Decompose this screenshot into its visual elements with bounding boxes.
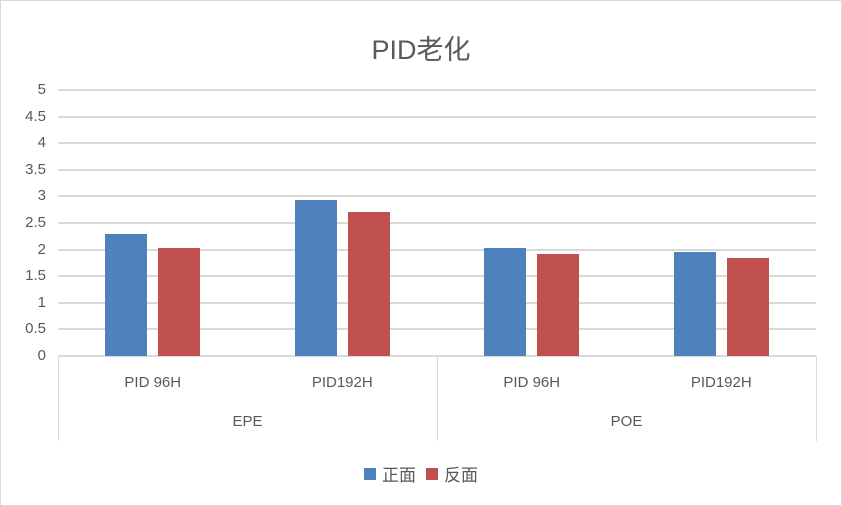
legend-item-front: 正面 bbox=[364, 461, 416, 486]
x-axis-divider bbox=[437, 356, 438, 441]
bar bbox=[347, 211, 390, 356]
y-tick-label: 5 bbox=[37, 81, 46, 98]
legend: 正面 反面 bbox=[0, 461, 842, 486]
bar bbox=[673, 251, 716, 356]
y-tick-label: 0 bbox=[37, 347, 46, 364]
x-category-label: PID192H bbox=[311, 374, 373, 391]
legend-swatch-back bbox=[426, 467, 438, 480]
x-group-label: EPE bbox=[232, 413, 263, 430]
legend-swatch-front bbox=[364, 467, 376, 480]
gridline bbox=[58, 301, 816, 304]
gridline bbox=[58, 275, 816, 278]
y-tick-label: 2 bbox=[37, 240, 46, 258]
gridline bbox=[58, 168, 816, 171]
bar bbox=[158, 248, 201, 356]
bar bbox=[484, 248, 527, 356]
legend-label-front: 正面 bbox=[382, 466, 416, 485]
y-tick-label: 1 bbox=[37, 293, 46, 311]
bar bbox=[105, 233, 148, 356]
bar bbox=[726, 258, 769, 356]
y-tick-label: 1.5 bbox=[25, 267, 46, 285]
x-category-label: PID 96H bbox=[124, 374, 182, 391]
y-tick-label: 2.5 bbox=[25, 214, 46, 231]
gridline bbox=[58, 248, 816, 251]
x-group-label: POE bbox=[610, 413, 643, 430]
bar bbox=[537, 253, 580, 356]
gridline bbox=[58, 142, 816, 145]
legend-label-back: 反面 bbox=[444, 466, 478, 485]
chart-title: PID老化 bbox=[371, 35, 471, 65]
x-category-label: PID 96H bbox=[503, 374, 561, 391]
y-tick-label: 4.5 bbox=[25, 107, 46, 125]
gridline bbox=[58, 195, 816, 198]
bar bbox=[294, 200, 337, 356]
gridline bbox=[58, 222, 816, 224]
x-axis-divider bbox=[816, 356, 817, 441]
gridline bbox=[58, 328, 816, 331]
gridline bbox=[58, 115, 816, 118]
y-tick-label: 3.5 bbox=[25, 160, 46, 178]
gridline bbox=[58, 89, 816, 91]
x-axis-divider bbox=[58, 356, 59, 441]
x-category-label: PID192H bbox=[690, 374, 752, 391]
y-tick-label: 0.5 bbox=[25, 320, 46, 338]
y-tick-label: 4 bbox=[37, 134, 46, 152]
y-tick-label: 3 bbox=[37, 187, 46, 205]
legend-item-back: 反面 bbox=[426, 461, 478, 486]
